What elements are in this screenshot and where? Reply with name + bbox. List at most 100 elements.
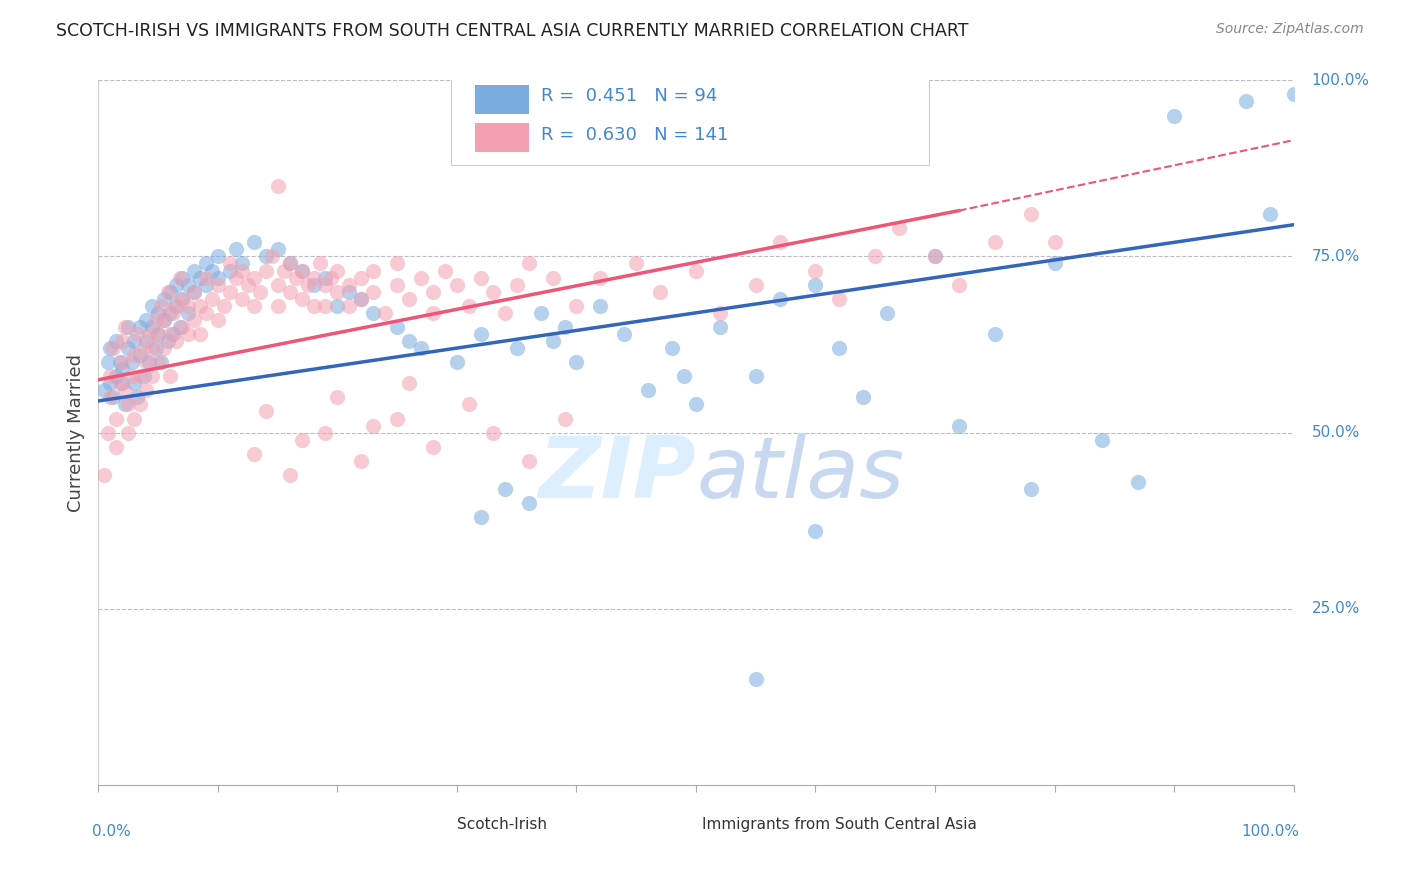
Point <box>183 285 205 299</box>
Bar <box>475 85 529 114</box>
Point <box>212 299 235 313</box>
Point <box>1282 87 1305 102</box>
Point <box>132 369 155 384</box>
Point <box>709 306 731 320</box>
Point <box>105 369 128 384</box>
Point <box>291 292 314 306</box>
Point <box>297 277 319 292</box>
Point <box>141 341 163 355</box>
Point <box>201 292 224 306</box>
Text: Source: ZipAtlas.com: Source: ZipAtlas.com <box>1216 22 1364 37</box>
Point <box>494 482 516 496</box>
Point <box>481 285 505 299</box>
Text: 100.0%: 100.0% <box>1312 73 1369 87</box>
Point <box>291 433 314 447</box>
Point <box>243 270 266 285</box>
Point <box>105 440 128 454</box>
Point <box>111 362 134 376</box>
Point <box>554 320 576 334</box>
Text: atlas: atlas <box>696 434 904 516</box>
Point <box>291 263 314 277</box>
Point <box>541 334 564 348</box>
Point <box>231 263 253 277</box>
Point <box>626 256 648 270</box>
Point <box>243 235 266 250</box>
Point <box>1043 235 1066 250</box>
Point <box>267 299 290 313</box>
Point <box>374 306 396 320</box>
Point <box>105 411 128 425</box>
Point <box>326 263 349 277</box>
Point <box>984 235 1007 250</box>
Point <box>434 263 457 277</box>
Text: R =  0.451   N = 94: R = 0.451 N = 94 <box>541 87 717 105</box>
Point <box>183 313 205 327</box>
Point <box>145 313 167 327</box>
Point <box>135 384 157 398</box>
Point <box>984 326 1007 341</box>
Point <box>1234 95 1257 109</box>
Point <box>188 270 211 285</box>
Point <box>108 355 131 369</box>
Point <box>470 270 492 285</box>
Point <box>129 397 152 411</box>
Point <box>565 355 588 369</box>
Point <box>159 369 181 384</box>
Point <box>121 369 143 384</box>
Point <box>195 277 218 292</box>
Point <box>709 320 731 334</box>
Point <box>458 299 481 313</box>
Point <box>148 306 170 320</box>
Point <box>172 320 194 334</box>
Point <box>207 250 229 264</box>
Point <box>225 270 247 285</box>
Point <box>148 355 170 369</box>
Point <box>177 277 200 292</box>
Point <box>111 376 134 391</box>
Point <box>141 369 163 384</box>
Point <box>363 306 385 320</box>
Point <box>446 277 468 292</box>
Point <box>111 355 134 369</box>
Point <box>828 341 851 355</box>
Point <box>117 320 139 334</box>
Point <box>302 270 325 285</box>
Point <box>278 285 301 299</box>
Point <box>339 299 361 313</box>
Point <box>172 270 194 285</box>
Point <box>98 341 122 355</box>
Point <box>165 299 187 313</box>
Point <box>156 285 179 299</box>
Point <box>804 263 827 277</box>
Point <box>291 263 314 277</box>
Point <box>411 270 433 285</box>
Point <box>267 277 290 292</box>
Point <box>458 397 481 411</box>
Point <box>398 376 420 391</box>
Point <box>207 270 229 285</box>
Y-axis label: Currently Married: Currently Married <box>66 353 84 512</box>
Point <box>411 341 433 355</box>
Point <box>661 341 683 355</box>
Point <box>124 411 146 425</box>
Point <box>129 348 152 362</box>
Point <box>138 355 160 369</box>
Point <box>159 285 181 299</box>
Point <box>385 277 409 292</box>
Point <box>278 467 301 482</box>
Text: R =  0.630   N = 141: R = 0.630 N = 141 <box>541 127 728 145</box>
Point <box>398 292 420 306</box>
Bar <box>415 814 449 834</box>
Point <box>470 326 492 341</box>
Point <box>685 397 707 411</box>
Point <box>541 270 564 285</box>
Point <box>124 376 146 391</box>
Point <box>219 263 242 277</box>
Point <box>648 285 672 299</box>
Point <box>948 277 970 292</box>
Point <box>117 425 139 440</box>
Point <box>876 306 898 320</box>
Point <box>565 299 588 313</box>
Point <box>172 292 194 306</box>
Point <box>315 299 337 313</box>
